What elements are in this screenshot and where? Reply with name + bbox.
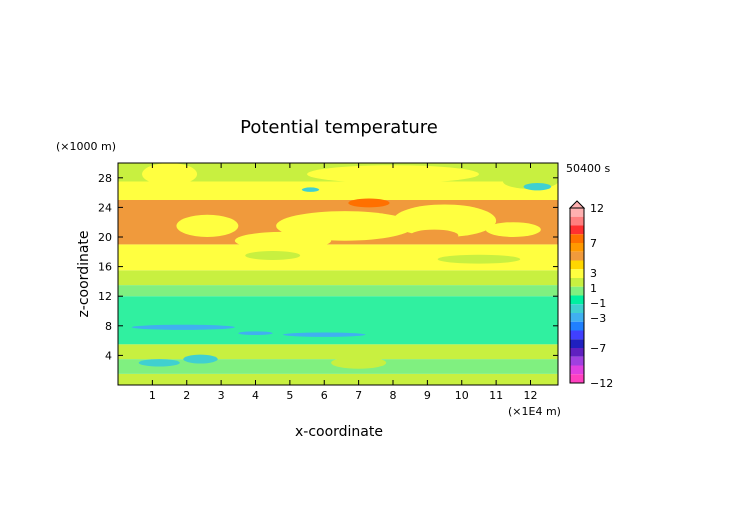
x-tick-label: 7 (355, 389, 362, 402)
x-tick-label: 1 (149, 389, 156, 402)
contour-feature (183, 354, 218, 364)
colorbar-label: 1 (590, 282, 597, 295)
x-tick-label: 4 (252, 389, 259, 402)
contour-feature (176, 214, 239, 237)
colorbar-segment (570, 330, 584, 340)
colorbar-frame (569, 207, 585, 384)
heatmap-band (118, 181, 558, 200)
colorbar-arrow-top (568, 200, 586, 209)
contour-feature (245, 251, 301, 260)
colorbar-label: −12 (590, 377, 613, 390)
x-tick-label: 11 (489, 389, 503, 402)
colorbar-segment (570, 313, 584, 322)
colorbar-label: 3 (590, 267, 597, 280)
y-tick-label: 28 (98, 172, 112, 185)
contour-feature (131, 324, 235, 330)
heatmap-band (118, 270, 558, 286)
contour-feature (276, 211, 414, 241)
colorbar-label: −7 (590, 342, 606, 355)
colorbar-segment (570, 339, 584, 348)
x-unit-label: (×1E4 m) (508, 405, 561, 418)
colorbar-segment (570, 225, 584, 235)
contour-feature (307, 165, 479, 183)
y-tick-label: 12 (98, 290, 112, 303)
x-tick-label: 12 (524, 389, 538, 402)
x-tick-label: 3 (218, 389, 225, 402)
time-label: 50400 s (566, 162, 610, 175)
y-tick-label: 8 (105, 320, 112, 333)
heatmap-band (118, 296, 558, 345)
colorbar-segment (570, 251, 584, 261)
x-tick-label: 6 (321, 389, 328, 402)
colorbar-segment (570, 260, 584, 270)
contour-feature (410, 229, 459, 242)
colorbar-label: 12 (590, 202, 604, 215)
contour-feature (393, 204, 497, 237)
x-axis-title: x-coordinate (295, 424, 383, 440)
x-tick-label: 5 (286, 389, 293, 402)
colorbar-segment (570, 278, 584, 287)
y-axis-title: z-coordinate (76, 230, 92, 317)
colorbar-segment (570, 208, 584, 217)
x-tick-label: 9 (424, 389, 431, 402)
colorbar-label: 7 (590, 237, 597, 250)
y-tick-label: 16 (98, 261, 112, 274)
colorbar: 12 7 3 1 −1 −3 −7 −12 (568, 200, 613, 390)
contour-feature (283, 332, 366, 337)
colorbar-segment (570, 216, 584, 226)
contour-feature (348, 198, 390, 208)
contour-feature (142, 163, 198, 186)
y-tick-label: 4 (105, 349, 112, 362)
y-tick-label: 20 (98, 231, 112, 244)
contour-feature (437, 254, 521, 264)
colorbar-segment (570, 295, 584, 305)
contour-feature (331, 356, 387, 369)
colorbar-segment (570, 234, 584, 243)
plot-area (117, 162, 559, 386)
x-axis: 1 2 3 4 5 6 7 8 9 10 11 12 (149, 163, 538, 402)
colorbar-segment (570, 269, 584, 278)
heatmap-band (118, 285, 558, 297)
colorbar-label: −3 (590, 312, 606, 325)
colorbar-segment (570, 374, 584, 383)
colorbar-segment (570, 304, 584, 313)
heatmap-band (118, 344, 558, 360)
contour-feature (301, 187, 320, 192)
y-tick-label: 24 (98, 201, 112, 214)
x-tick-label: 8 (390, 389, 397, 402)
y-axis: 4 8 12 16 20 24 28 (98, 172, 558, 362)
contour-feature (138, 359, 180, 367)
y-unit-label: (×1000 m) (56, 140, 116, 153)
contour-feature (523, 182, 552, 191)
x-tick-label: 10 (455, 389, 469, 402)
colorbar-segment (570, 243, 584, 252)
colorbar-segment (570, 286, 584, 296)
heatmap-band (118, 373, 558, 385)
contour-feature (485, 222, 541, 238)
colorbar-segment (570, 356, 584, 366)
plot-frame (117, 162, 559, 386)
colorbar-segment (570, 365, 584, 375)
colorbar-segment (570, 321, 584, 331)
chart-title: Potential temperature (240, 117, 438, 138)
colorbar-segment (570, 348, 584, 357)
contour-feature (238, 331, 273, 336)
colorbar-label: −1 (590, 297, 606, 310)
x-tick-label: 2 (183, 389, 190, 402)
